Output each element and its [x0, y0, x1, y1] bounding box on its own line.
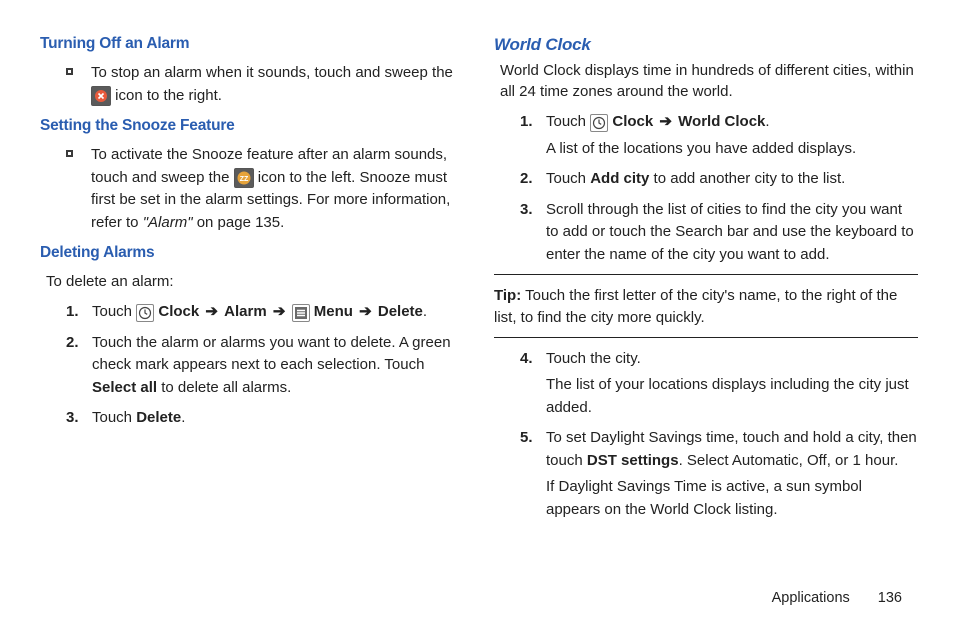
delete-step-1: 1. Touch Clock ➔ Alarm ➔ Menu ➔ Delete.	[70, 301, 464, 324]
clock-icon	[590, 114, 608, 132]
turning-off-text-a: To stop an alarm when it sounds, touch a…	[91, 64, 453, 81]
divider-top	[494, 274, 918, 275]
world-step-4: 4. Touch the city. The list of your loca…	[524, 348, 918, 420]
snooze-icon: ZZ	[234, 168, 254, 188]
step2-c: to delete all alarms.	[157, 379, 291, 396]
bullet-snooze: To activate the Snooze feature after an …	[40, 144, 464, 234]
heading-snooze: Setting the Snooze Feature	[40, 117, 464, 135]
arrow-icon: ➔	[659, 113, 672, 130]
period: .	[423, 303, 427, 320]
world-step-2: 2. Touch Add city to add another city to…	[524, 168, 918, 191]
turning-off-body: To stop an alarm when it sounds, touch a…	[91, 62, 464, 107]
r5-sub: If Daylight Savings Time is active, a su…	[546, 476, 918, 521]
step1-clock: Clock	[158, 303, 199, 320]
period: .	[765, 113, 769, 130]
arrow-icon: ➔	[359, 303, 372, 320]
step1-delete: Delete	[378, 303, 423, 320]
delete-step-2: 2. Touch the alarm or alarms you want to…	[70, 332, 464, 400]
world-steps-a: 1. Touch Clock ➔ World Clock. A list of …	[494, 111, 918, 266]
r2-a: Touch	[546, 170, 590, 187]
delete-step-3: 3. Touch Delete.	[70, 407, 464, 430]
heading-deleting: Deleting Alarms	[40, 244, 464, 262]
step1-alarm: Alarm	[224, 303, 267, 320]
tip-block: Tip: Touch the first letter of the city'…	[494, 285, 918, 329]
heading-turning-off: Turning Off an Alarm	[40, 35, 464, 53]
step1-touch: Touch	[92, 303, 136, 320]
clock-icon	[136, 304, 154, 322]
world-step-1: 1. Touch Clock ➔ World Clock. A list of …	[524, 111, 918, 160]
bullet-turning-off: To stop an alarm when it sounds, touch a…	[40, 62, 464, 107]
footer-page-number: 136	[878, 590, 902, 606]
square-bullet-icon	[66, 68, 73, 75]
r1-clock: Clock	[612, 113, 653, 130]
step-number: 1.	[66, 301, 79, 324]
step2-a: Touch the alarm or alarms you want to de…	[92, 334, 451, 374]
world-step-5: 5. To set Daylight Savings time, touch a…	[524, 427, 918, 521]
step-number: 2.	[520, 168, 533, 191]
arrow-icon: ➔	[205, 303, 218, 320]
world-intro: World Clock displays time in hundreds of…	[494, 60, 918, 102]
r4-a: Touch the city.	[546, 350, 641, 367]
world-steps-b: 4. Touch the city. The list of your loca…	[494, 348, 918, 522]
page-footer: Applications 136	[772, 590, 902, 606]
page-columns: Turning Off an Alarm To stop an alarm wh…	[40, 35, 918, 529]
r5-b: DST settings	[587, 452, 679, 469]
step2-b: Select all	[92, 379, 157, 396]
world-step-3: 3. Scroll through the list of cities to …	[524, 199, 918, 267]
left-column: Turning Off an Alarm To stop an alarm wh…	[40, 35, 464, 529]
divider-bottom	[494, 337, 918, 338]
arrow-icon: ➔	[273, 303, 286, 320]
r2-b: Add city	[590, 170, 649, 187]
dismiss-icon	[91, 86, 111, 106]
delete-steps: 1. Touch Clock ➔ Alarm ➔ Menu ➔ Delete. …	[40, 301, 464, 430]
tip-body: Touch the first letter of the city's nam…	[494, 287, 897, 326]
period: .	[181, 409, 185, 426]
delete-intro: To delete an alarm:	[40, 271, 464, 292]
r5-c: . Select Automatic, Off, or 1 hour.	[679, 452, 899, 469]
menu-icon	[292, 304, 310, 322]
square-bullet-icon	[66, 150, 73, 157]
snooze-ref-italic: "Alarm"	[143, 214, 193, 231]
r1-touch: Touch	[546, 113, 590, 130]
step-number: 1.	[520, 111, 533, 134]
step3-a: Touch	[92, 409, 136, 426]
step-number: 4.	[520, 348, 533, 371]
r2-c: to add another city to the list.	[649, 170, 845, 187]
step-number: 5.	[520, 427, 533, 450]
svg-text:ZZ: ZZ	[239, 176, 248, 183]
turning-off-text-b: icon to the right.	[115, 87, 222, 104]
r3: Scroll through the list of cities to fin…	[546, 201, 914, 263]
snooze-ref-tail: on page 135.	[193, 214, 285, 231]
step1-menu: Menu	[314, 303, 353, 320]
step3-b: Delete	[136, 409, 181, 426]
step-number: 2.	[66, 332, 79, 355]
step-number: 3.	[520, 199, 533, 222]
r1-sub: A list of the locations you have added d…	[546, 138, 918, 161]
r1-world: World Clock	[678, 113, 765, 130]
footer-section: Applications	[772, 590, 850, 606]
snooze-body: To activate the Snooze feature after an …	[91, 144, 464, 234]
tip-label: Tip:	[494, 287, 521, 304]
r4-sub: The list of your locations displays incl…	[546, 374, 918, 419]
right-column: World Clock World Clock displays time in…	[494, 35, 918, 529]
step-number: 3.	[66, 407, 79, 430]
heading-world-clock: World Clock	[494, 35, 918, 55]
